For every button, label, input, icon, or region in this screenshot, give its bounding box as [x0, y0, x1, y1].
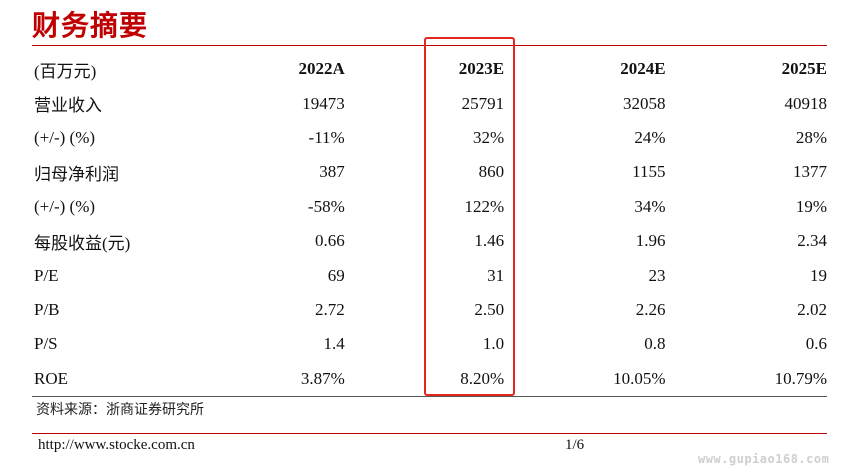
- cell-2022a: 0.66: [314, 231, 345, 251]
- cell-2024e: 23: [648, 265, 666, 285]
- cell-2022a: -58%: [307, 196, 345, 216]
- cell-2022a: 2.72: [314, 299, 345, 319]
- row-label: (+/-) (%): [34, 196, 96, 216]
- table-row: (+/-) (%) -11% 32% 24% 28%: [32, 121, 827, 155]
- cell-2024e: 1.96: [635, 231, 666, 251]
- page-title: 财务摘要: [32, 9, 149, 42]
- cell-2023e: 31: [487, 265, 505, 285]
- cell-2022a: 3.87%: [300, 368, 345, 388]
- table-row: 归母净利润 387 860 1155 1377: [32, 155, 827, 189]
- row-label: P/B: [34, 299, 60, 319]
- cell-2022a: -11%: [308, 127, 345, 147]
- table-row: P/E 69 31 23 19: [32, 258, 827, 292]
- table-row: P/S 1.4 1.0 0.8 0.6: [32, 327, 827, 361]
- footer-divider: [32, 433, 827, 434]
- header-2025e: 2025E: [781, 59, 827, 79]
- title-divider: [32, 45, 827, 46]
- cell-2023e: 1.46: [474, 231, 505, 251]
- row-label: ROE: [34, 368, 68, 388]
- header-2022a: 2022A: [298, 59, 345, 79]
- cell-2023e: 2.50: [474, 299, 505, 319]
- header-unit: (百万元): [34, 61, 97, 81]
- cell-2024e: 34%: [634, 196, 666, 216]
- cell-2023e: 25791: [461, 93, 505, 113]
- table-bottom-divider: [32, 396, 827, 397]
- watermark: www.gupiao168.com: [698, 452, 830, 466]
- cell-2024e: 10.05%: [613, 368, 666, 388]
- row-label: P/S: [34, 334, 58, 354]
- cell-2025e: 10.79%: [774, 368, 827, 388]
- cell-2024e: 24%: [634, 127, 666, 147]
- cell-2023e: 860: [478, 162, 505, 182]
- cell-2025e: 19: [810, 265, 827, 285]
- cell-2025e: 28%: [795, 127, 827, 147]
- cell-2025e: 2.34: [797, 231, 827, 251]
- footer-url: http://www.stocke.com.cn: [38, 437, 195, 453]
- cell-2024e: 1155: [632, 162, 666, 182]
- table-header-row: (百万元) 2022A 2023E 2024E 2025E: [32, 52, 827, 86]
- cell-2025e: 0.6: [805, 334, 827, 354]
- cell-2022a: 387: [319, 162, 345, 182]
- table-row: ROE 3.87% 8.20% 10.05% 10.79%: [32, 362, 827, 396]
- cell-2025e: 19%: [795, 196, 827, 216]
- row-label: 归母净利润: [34, 164, 119, 184]
- cell-2023e: 32%: [472, 127, 505, 147]
- row-label: (+/-) (%): [34, 127, 96, 147]
- table-row: 每股收益(元) 0.66 1.46 1.96 2.34: [32, 224, 827, 258]
- row-label: 每股收益(元): [34, 233, 131, 253]
- cell-2023e: 8.20%: [460, 368, 505, 388]
- cell-2022a: 19473: [302, 93, 345, 113]
- source-note: 资料来源：浙商证券研究所: [36, 402, 204, 418]
- cell-2025e: 2.02: [797, 299, 827, 319]
- cell-2024e: 2.26: [635, 299, 666, 319]
- cell-2022a: 69: [327, 265, 345, 285]
- table-row: 营业收入 19473 25791 32058 40918: [32, 86, 827, 120]
- row-label: P/E: [34, 265, 59, 285]
- row-label: 营业收入: [34, 96, 102, 116]
- page-number: 1/6: [565, 437, 585, 453]
- financial-summary-table: (百万元) 2022A 2023E 2024E 2025E 营业收入 19473…: [32, 52, 827, 396]
- cell-2024e: 0.8: [644, 334, 666, 354]
- cell-2024e: 32058: [623, 93, 666, 113]
- cell-2022a: 1.4: [323, 334, 345, 354]
- cell-2023e: 122%: [464, 196, 505, 216]
- cell-2025e: 1377: [793, 162, 827, 182]
- highlight-box-2023e: [424, 37, 515, 396]
- header-2023e: 2023E: [458, 59, 505, 79]
- table-row: (+/-) (%) -58% 122% 34% 19%: [32, 190, 827, 224]
- cell-2023e: 1.0: [482, 334, 505, 354]
- table-row: P/B 2.72 2.50 2.26 2.02: [32, 293, 827, 327]
- cell-2025e: 40918: [784, 93, 828, 113]
- header-2024e: 2024E: [620, 59, 666, 79]
